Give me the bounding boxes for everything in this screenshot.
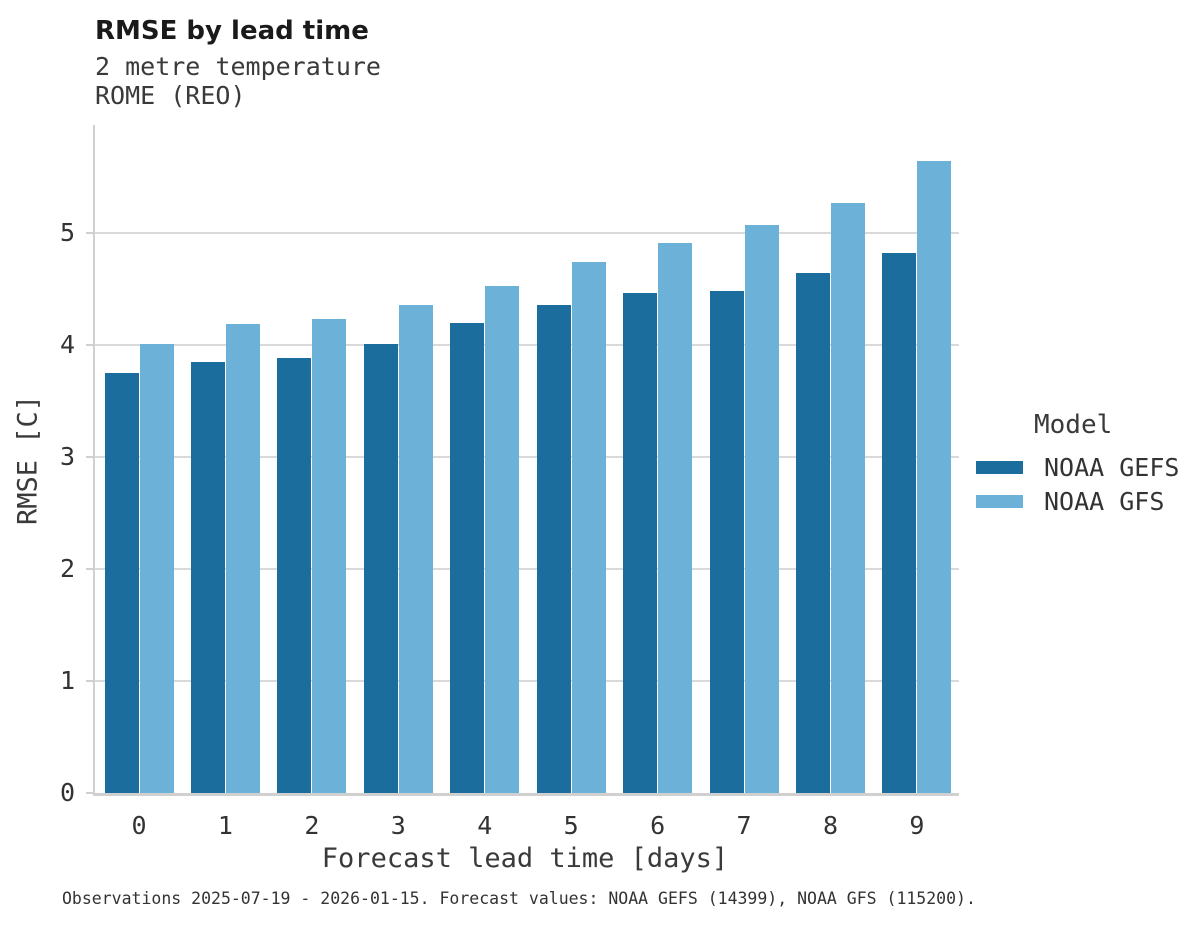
gridline-y-3 (95, 456, 959, 458)
x-tick-label-2: 2 (304, 811, 320, 840)
bar-noaa-gfs-lead-0 (139, 343, 174, 793)
gridline-y-5 (95, 232, 959, 234)
x-tick-label-3: 3 (390, 811, 406, 840)
bar-noaa-gfs-lead-9 (917, 161, 952, 793)
y-tick-label-1: 1 (59, 666, 75, 695)
x-tick-label-9: 9 (909, 811, 925, 840)
bar-noaa-gfs-lead-1 (225, 323, 260, 793)
x-tick-label-7: 7 (736, 811, 752, 840)
y-tick-label-2: 2 (59, 554, 75, 583)
x-tick-label-1: 1 (217, 811, 233, 840)
y-tick-label-4: 4 (59, 330, 75, 359)
x-tick-label-6: 6 (650, 811, 666, 840)
y-tick-3 (86, 456, 93, 458)
legend-label-noaa-gfs: NOAA GFS (1044, 486, 1165, 516)
bar-noaa-gefs-lead-2 (277, 358, 312, 793)
gridline-y-2 (95, 568, 959, 570)
gridline-y-4 (95, 344, 959, 346)
legend-label-noaa-gefs: NOAA GEFS (1044, 452, 1180, 482)
y-tick-label-0: 0 (59, 778, 75, 807)
bar-noaa-gefs-lead-3 (363, 343, 398, 793)
chart-subtitle-location: ROME (REO) (95, 81, 246, 110)
bar-noaa-gefs-lead-6 (623, 293, 658, 793)
bar-noaa-gefs-lead-1 (190, 361, 225, 793)
bar-noaa-gefs-lead-9 (882, 253, 917, 793)
bar-noaa-gfs-lead-2 (312, 319, 347, 793)
legend-swatch-noaa-gefs (976, 460, 1023, 474)
x-tick-label-4: 4 (477, 811, 493, 840)
chart-subtitle-variable: 2 metre temperature (95, 52, 381, 81)
bar-noaa-gefs-lead-0 (104, 373, 139, 793)
x-axis-title: Forecast lead time [days] (321, 843, 729, 874)
y-tick-1 (86, 680, 93, 682)
bar-noaa-gefs-lead-4 (450, 322, 485, 793)
x-tick-label-8: 8 (822, 811, 839, 840)
bar-noaa-gfs-lead-4 (485, 285, 520, 793)
bar-noaa-gefs-lead-8 (796, 273, 831, 793)
bar-noaa-gefs-lead-7 (709, 291, 744, 793)
bar-noaa-gfs-lead-7 (744, 225, 779, 793)
bar-noaa-gfs-lead-8 (831, 202, 866, 793)
bar-noaa-gefs-lead-5 (536, 304, 571, 793)
bar-noaa-gfs-lead-5 (571, 262, 606, 793)
bar-noaa-gfs-lead-3 (398, 304, 433, 793)
y-tick-0 (86, 792, 93, 794)
legend-item-noaa-gfs: NOAA GFS (976, 484, 1191, 518)
x-tick-label-5: 5 (563, 811, 579, 840)
y-tick-2 (86, 568, 93, 570)
footnote: Observations 2025-07-19 - 2026-01-15. Fo… (62, 889, 976, 908)
gridline-y-1 (95, 680, 959, 682)
legend-item-noaa-gefs: NOAA GEFS (976, 450, 1191, 484)
y-tick-4 (86, 344, 93, 346)
chart-title: RMSE by lead time (95, 16, 369, 46)
y-tick-label-3: 3 (59, 442, 75, 471)
plot-area: 0 1 2 3 4 5 0 1 2 3 4 5 6 7 8 9 (60, 125, 959, 840)
bar-noaa-gfs-lead-6 (658, 243, 693, 793)
y-tick-label-5: 5 (59, 218, 75, 247)
y-tick-5 (86, 232, 93, 234)
legend: Model NOAA GEFS NOAA GFS (976, 410, 1191, 518)
legend-title: Model (1034, 410, 1113, 440)
legend-swatch-noaa-gfs (976, 494, 1023, 508)
x-tick-label-0: 0 (131, 811, 147, 840)
